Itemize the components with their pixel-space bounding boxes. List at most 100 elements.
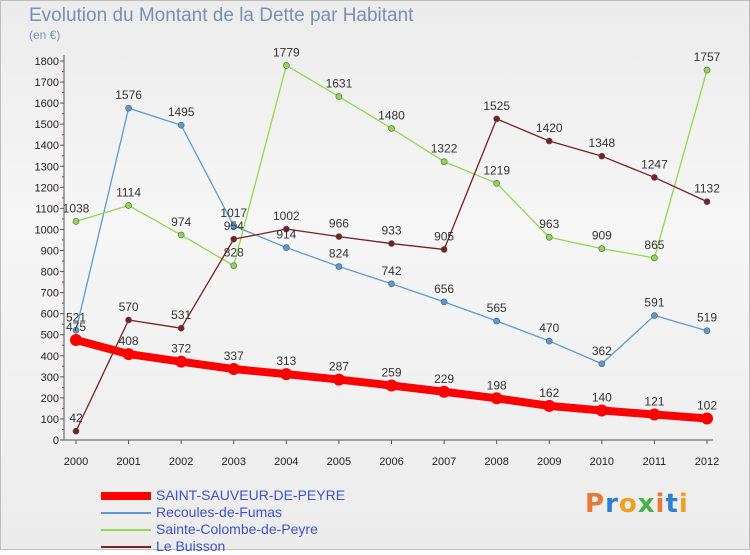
data-label: 1576 bbox=[115, 88, 142, 102]
data-label: 337 bbox=[224, 349, 244, 363]
data-label: 1017 bbox=[220, 206, 247, 220]
data-label: 865 bbox=[644, 238, 664, 252]
data-point bbox=[701, 412, 713, 425]
brand-logo: Proxiti bbox=[585, 489, 689, 519]
x-tick-label: 2005 bbox=[327, 456, 351, 468]
data-point bbox=[283, 225, 290, 233]
data-point bbox=[230, 222, 238, 230]
y-tick-label: 1200 bbox=[35, 182, 59, 194]
data-label: 570 bbox=[119, 300, 139, 314]
data-point bbox=[543, 399, 556, 412]
data-point bbox=[125, 202, 132, 209]
data-label: 140 bbox=[592, 391, 612, 405]
x-tick-label: 2012 bbox=[695, 456, 719, 468]
data-label: 905 bbox=[434, 229, 454, 243]
data-label: 362 bbox=[592, 344, 612, 358]
data-point bbox=[283, 244, 290, 251]
legend-swatch bbox=[101, 511, 151, 514]
data-point bbox=[545, 137, 553, 145]
data-label: 963 bbox=[539, 217, 559, 231]
data-label: 531 bbox=[171, 308, 191, 322]
legend-swatch bbox=[101, 545, 151, 548]
data-label: 966 bbox=[329, 217, 349, 231]
legend-label: SAINT-SAUVEUR-DE-PEYRE bbox=[156, 487, 346, 503]
legend-label: Recoules-de-Fumas bbox=[156, 504, 283, 520]
data-point bbox=[651, 254, 658, 262]
y-tick-label: 700 bbox=[41, 288, 59, 300]
data-label: 42 bbox=[69, 411, 83, 425]
x-tick-label: 2001 bbox=[116, 456, 140, 468]
data-point bbox=[598, 245, 606, 252]
data-label: 1757 bbox=[694, 50, 721, 64]
data-point bbox=[440, 298, 448, 306]
data-label: 229 bbox=[434, 372, 454, 386]
data-label: 102 bbox=[697, 399, 717, 413]
data-point bbox=[332, 373, 345, 386]
data-point bbox=[230, 235, 238, 243]
data-label: 287 bbox=[329, 360, 349, 374]
data-point bbox=[175, 355, 188, 368]
y-tick-label: 1100 bbox=[35, 203, 59, 215]
data-point bbox=[440, 246, 448, 253]
data-label: 828 bbox=[224, 246, 244, 260]
data-label: 1114 bbox=[116, 185, 141, 199]
data-label: 372 bbox=[171, 342, 191, 356]
y-tick-label: 600 bbox=[41, 309, 59, 321]
data-label: 1038 bbox=[63, 201, 90, 215]
data-label: 1779 bbox=[273, 45, 300, 59]
y-tick-label: 400 bbox=[41, 351, 59, 363]
data-label: 914 bbox=[276, 228, 296, 242]
data-point bbox=[388, 280, 395, 288]
data-point bbox=[72, 218, 80, 225]
data-label: 974 bbox=[171, 215, 191, 229]
data-label: 162 bbox=[539, 386, 559, 400]
x-tick-label: 2010 bbox=[590, 456, 614, 468]
data-point bbox=[227, 363, 240, 376]
brand-letter: t bbox=[665, 489, 679, 519]
data-label: 121 bbox=[644, 395, 664, 409]
y-tick-label: 1800 bbox=[35, 56, 59, 68]
data-point bbox=[125, 316, 132, 324]
x-tick-label: 2009 bbox=[537, 456, 561, 468]
data-label: 521 bbox=[66, 310, 86, 324]
chart-title: Evolution du Montant de la Dette par Hab… bbox=[29, 5, 414, 26]
y-tick-label: 100 bbox=[41, 414, 59, 426]
y-tick-label: 300 bbox=[41, 372, 59, 384]
y-tick-label: 0 bbox=[53, 435, 59, 447]
data-label: 954 bbox=[224, 219, 244, 233]
legend-swatch bbox=[101, 491, 151, 500]
data-point bbox=[545, 337, 553, 345]
y-tick-label: 1600 bbox=[35, 98, 59, 110]
data-point bbox=[651, 312, 658, 319]
data-label: 1132 bbox=[694, 182, 720, 196]
y-tick-label: 1700 bbox=[35, 77, 59, 89]
data-label: 656 bbox=[434, 282, 454, 296]
data-label: 1495 bbox=[168, 105, 195, 119]
x-tick-label: 2006 bbox=[379, 456, 403, 468]
y-tick-label: 1400 bbox=[35, 140, 59, 152]
data-point bbox=[388, 240, 395, 247]
data-label: 519 bbox=[697, 311, 717, 325]
x-tick-label: 2004 bbox=[274, 456, 298, 468]
x-tick-label: 2007 bbox=[432, 456, 456, 468]
y-tick-label: 1000 bbox=[35, 224, 59, 236]
data-point bbox=[122, 348, 135, 361]
data-label: 933 bbox=[381, 224, 401, 238]
chart-subtitle: (en €) bbox=[29, 28, 61, 42]
data-point bbox=[335, 233, 343, 240]
brand-letter: i bbox=[678, 489, 689, 519]
data-point bbox=[490, 392, 503, 405]
y-tick-label: 800 bbox=[41, 267, 59, 279]
x-tick-label: 2002 bbox=[169, 456, 193, 468]
data-label: 408 bbox=[119, 334, 139, 348]
data-point bbox=[335, 263, 343, 270]
data-label: 1219 bbox=[483, 163, 510, 177]
data-point bbox=[438, 385, 451, 398]
data-point bbox=[648, 408, 661, 421]
data-point bbox=[493, 115, 500, 123]
data-point bbox=[388, 125, 395, 132]
data-label: 591 bbox=[644, 296, 664, 310]
data-point bbox=[493, 180, 500, 187]
